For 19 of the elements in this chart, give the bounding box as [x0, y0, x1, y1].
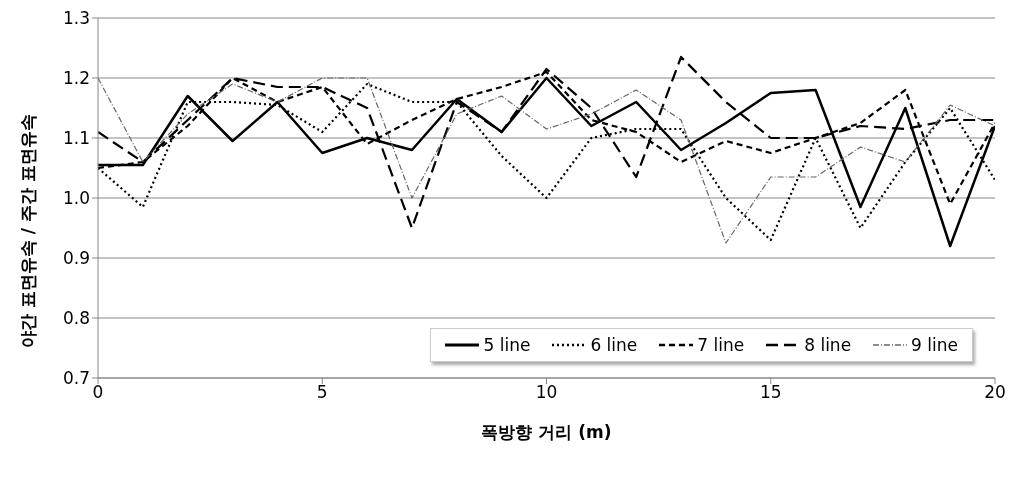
y-tick-label: 0.7 [62, 368, 90, 389]
y-axis-title: 야간 표면유속 / 주간 표면유속 [18, 114, 39, 348]
legend-label: 8 line [804, 335, 852, 355]
x-tick-label: 15 [759, 382, 782, 403]
x-tick-label: 0 [92, 382, 104, 403]
y-tick-label: 0.9 [62, 248, 90, 269]
legend-label: 5 line [483, 335, 531, 355]
x-tick-label: 20 [984, 382, 1006, 403]
y-tick-label: 1.0 [62, 188, 90, 209]
legend-label: 6 line [590, 335, 638, 355]
x-tick-label: 10 [535, 382, 558, 403]
legend-label: 7 line [697, 335, 745, 355]
y-tick-label: 1.1 [62, 128, 90, 149]
x-axis-title: 폭방향 거리 (m) [481, 422, 612, 442]
legend-label: 9 line [911, 335, 958, 355]
y-tick-label: 1.3 [62, 8, 90, 29]
y-tick-label: 1.2 [62, 68, 90, 89]
y-tick-label: 0.8 [62, 308, 90, 329]
x-tick-label: 5 [316, 382, 328, 403]
